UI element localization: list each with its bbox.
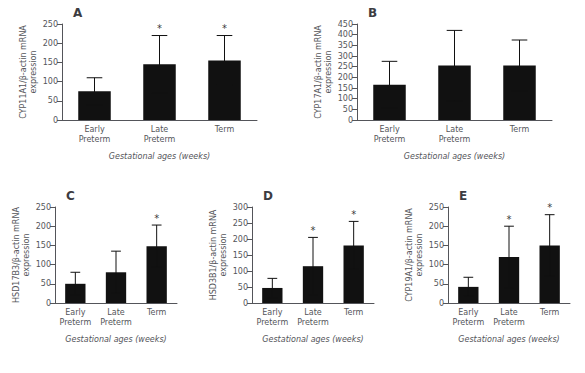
svg-text:Preterm: Preterm bbox=[439, 135, 471, 144]
svg-text:HSD3B1/β-actin mRNA: HSD3B1/β-actin mRNA bbox=[209, 209, 218, 300]
svg-text:Term: Term bbox=[539, 308, 560, 317]
svg-text:Late: Late bbox=[107, 308, 124, 317]
svg-text:Late: Late bbox=[151, 125, 168, 134]
svg-text:250: 250 bbox=[36, 203, 51, 212]
svg-text:*: * bbox=[547, 202, 552, 213]
svg-text:Preterm: Preterm bbox=[452, 318, 484, 327]
svg-text:250: 250 bbox=[338, 62, 353, 71]
svg-text:300: 300 bbox=[233, 203, 248, 212]
svg-text:Gestational ages (weeks): Gestational ages (weeks) bbox=[65, 335, 166, 344]
svg-text:Preterm: Preterm bbox=[144, 135, 176, 144]
svg-text:expression: expression bbox=[22, 233, 31, 276]
svg-text:Late: Late bbox=[500, 308, 517, 317]
svg-text:450: 450 bbox=[338, 20, 353, 29]
svg-text:*: * bbox=[157, 23, 162, 34]
svg-text:0: 0 bbox=[53, 116, 58, 125]
svg-text:Early: Early bbox=[262, 308, 282, 317]
svg-text:350: 350 bbox=[338, 41, 353, 50]
svg-text:Early: Early bbox=[84, 125, 104, 134]
svg-text:CYP19A1/β-actin mRNA: CYP19A1/β-actin mRNA bbox=[405, 208, 414, 302]
svg-text:*: * bbox=[154, 213, 159, 224]
svg-text:E: E bbox=[459, 189, 467, 203]
svg-text:50: 50 bbox=[343, 105, 353, 114]
svg-text:50: 50 bbox=[238, 283, 248, 292]
svg-text:HSD17B3/β-actin mRNA: HSD17B3/β-actin mRNA bbox=[12, 207, 21, 303]
svg-text:Gestational ages (weeks): Gestational ages (weeks) bbox=[262, 335, 363, 344]
svg-text:Term: Term bbox=[343, 308, 364, 317]
svg-text:Gestational ages (weeks): Gestational ages (weeks) bbox=[458, 335, 559, 344]
svg-text:100: 100 bbox=[233, 267, 248, 276]
svg-text:250: 250 bbox=[43, 20, 58, 29]
svg-text:0: 0 bbox=[439, 299, 444, 308]
svg-text:300: 300 bbox=[338, 52, 353, 61]
svg-text:*: * bbox=[222, 23, 227, 34]
svg-text:expression: expression bbox=[29, 50, 38, 93]
svg-text:expression: expression bbox=[324, 50, 333, 93]
svg-text:*: * bbox=[507, 214, 512, 225]
svg-text:0: 0 bbox=[348, 116, 353, 125]
svg-text:Term: Term bbox=[214, 125, 235, 134]
svg-text:*: * bbox=[351, 209, 356, 220]
svg-text:50: 50 bbox=[48, 96, 58, 105]
svg-text:CYP17A1/β-actin mRNA: CYP17A1/β-actin mRNA bbox=[314, 25, 323, 119]
svg-text:A: A bbox=[73, 6, 83, 20]
svg-text:0: 0 bbox=[243, 299, 248, 308]
svg-text:Preterm: Preterm bbox=[100, 318, 132, 327]
svg-text:Gestational ages (weeks): Gestational ages (weeks) bbox=[404, 152, 505, 161]
svg-text:Preterm: Preterm bbox=[79, 135, 111, 144]
svg-text:150: 150 bbox=[36, 241, 51, 250]
svg-text:C: C bbox=[66, 189, 75, 203]
svg-text:Term: Term bbox=[509, 125, 530, 134]
svg-text:50: 50 bbox=[434, 279, 444, 288]
svg-text:200: 200 bbox=[429, 222, 444, 231]
svg-text:Preterm: Preterm bbox=[297, 318, 329, 327]
svg-text:Term: Term bbox=[146, 308, 167, 317]
svg-text:200: 200 bbox=[43, 39, 58, 48]
svg-text:150: 150 bbox=[233, 251, 248, 260]
svg-text:400: 400 bbox=[338, 30, 353, 39]
svg-text:expression: expression bbox=[219, 233, 228, 276]
svg-text:250: 250 bbox=[233, 219, 248, 228]
svg-text:Late: Late bbox=[446, 125, 463, 134]
svg-text:100: 100 bbox=[429, 260, 444, 269]
svg-text:*: * bbox=[311, 225, 316, 236]
svg-text:100: 100 bbox=[43, 77, 58, 86]
svg-text:Preterm: Preterm bbox=[59, 318, 91, 327]
svg-text:Late: Late bbox=[304, 308, 321, 317]
svg-text:150: 150 bbox=[43, 58, 58, 67]
svg-text:Preterm: Preterm bbox=[493, 318, 525, 327]
svg-text:150: 150 bbox=[338, 84, 353, 93]
svg-text:Preterm: Preterm bbox=[256, 318, 288, 327]
svg-text:200: 200 bbox=[338, 73, 353, 82]
svg-text:50: 50 bbox=[41, 279, 51, 288]
svg-text:expression: expression bbox=[415, 233, 424, 276]
svg-text:0: 0 bbox=[46, 299, 51, 308]
svg-text:Early: Early bbox=[458, 308, 478, 317]
svg-text:250: 250 bbox=[429, 203, 444, 212]
svg-text:100: 100 bbox=[338, 94, 353, 103]
svg-text:150: 150 bbox=[429, 241, 444, 250]
svg-text:B: B bbox=[368, 6, 377, 20]
svg-text:D: D bbox=[263, 189, 273, 203]
svg-text:Early: Early bbox=[379, 125, 399, 134]
svg-text:100: 100 bbox=[36, 260, 51, 269]
svg-text:200: 200 bbox=[233, 235, 248, 244]
svg-text:Early: Early bbox=[65, 308, 85, 317]
svg-text:Gestational ages (weeks): Gestational ages (weeks) bbox=[109, 152, 210, 161]
svg-text:200: 200 bbox=[36, 222, 51, 231]
svg-text:Preterm: Preterm bbox=[374, 135, 406, 144]
svg-text:CYP11A1/β-actin mRNA: CYP11A1/β-actin mRNA bbox=[19, 25, 28, 119]
